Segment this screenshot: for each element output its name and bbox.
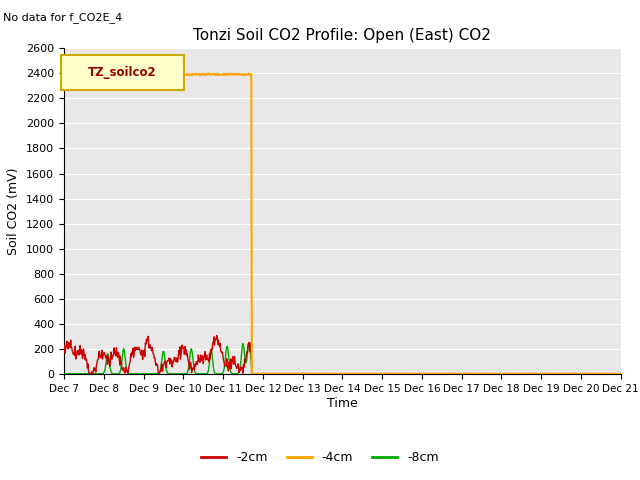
FancyBboxPatch shape <box>61 55 184 90</box>
Y-axis label: Soil CO2 (mV): Soil CO2 (mV) <box>8 168 20 255</box>
Text: TZ_soilco2: TZ_soilco2 <box>88 66 157 79</box>
Legend: -2cm, -4cm, -8cm: -2cm, -4cm, -8cm <box>196 446 444 469</box>
Text: No data for f_CO2E_4: No data for f_CO2E_4 <box>3 12 122 23</box>
X-axis label: Time: Time <box>327 397 358 410</box>
Title: Tonzi Soil CO2 Profile: Open (East) CO2: Tonzi Soil CO2 Profile: Open (East) CO2 <box>193 28 492 43</box>
